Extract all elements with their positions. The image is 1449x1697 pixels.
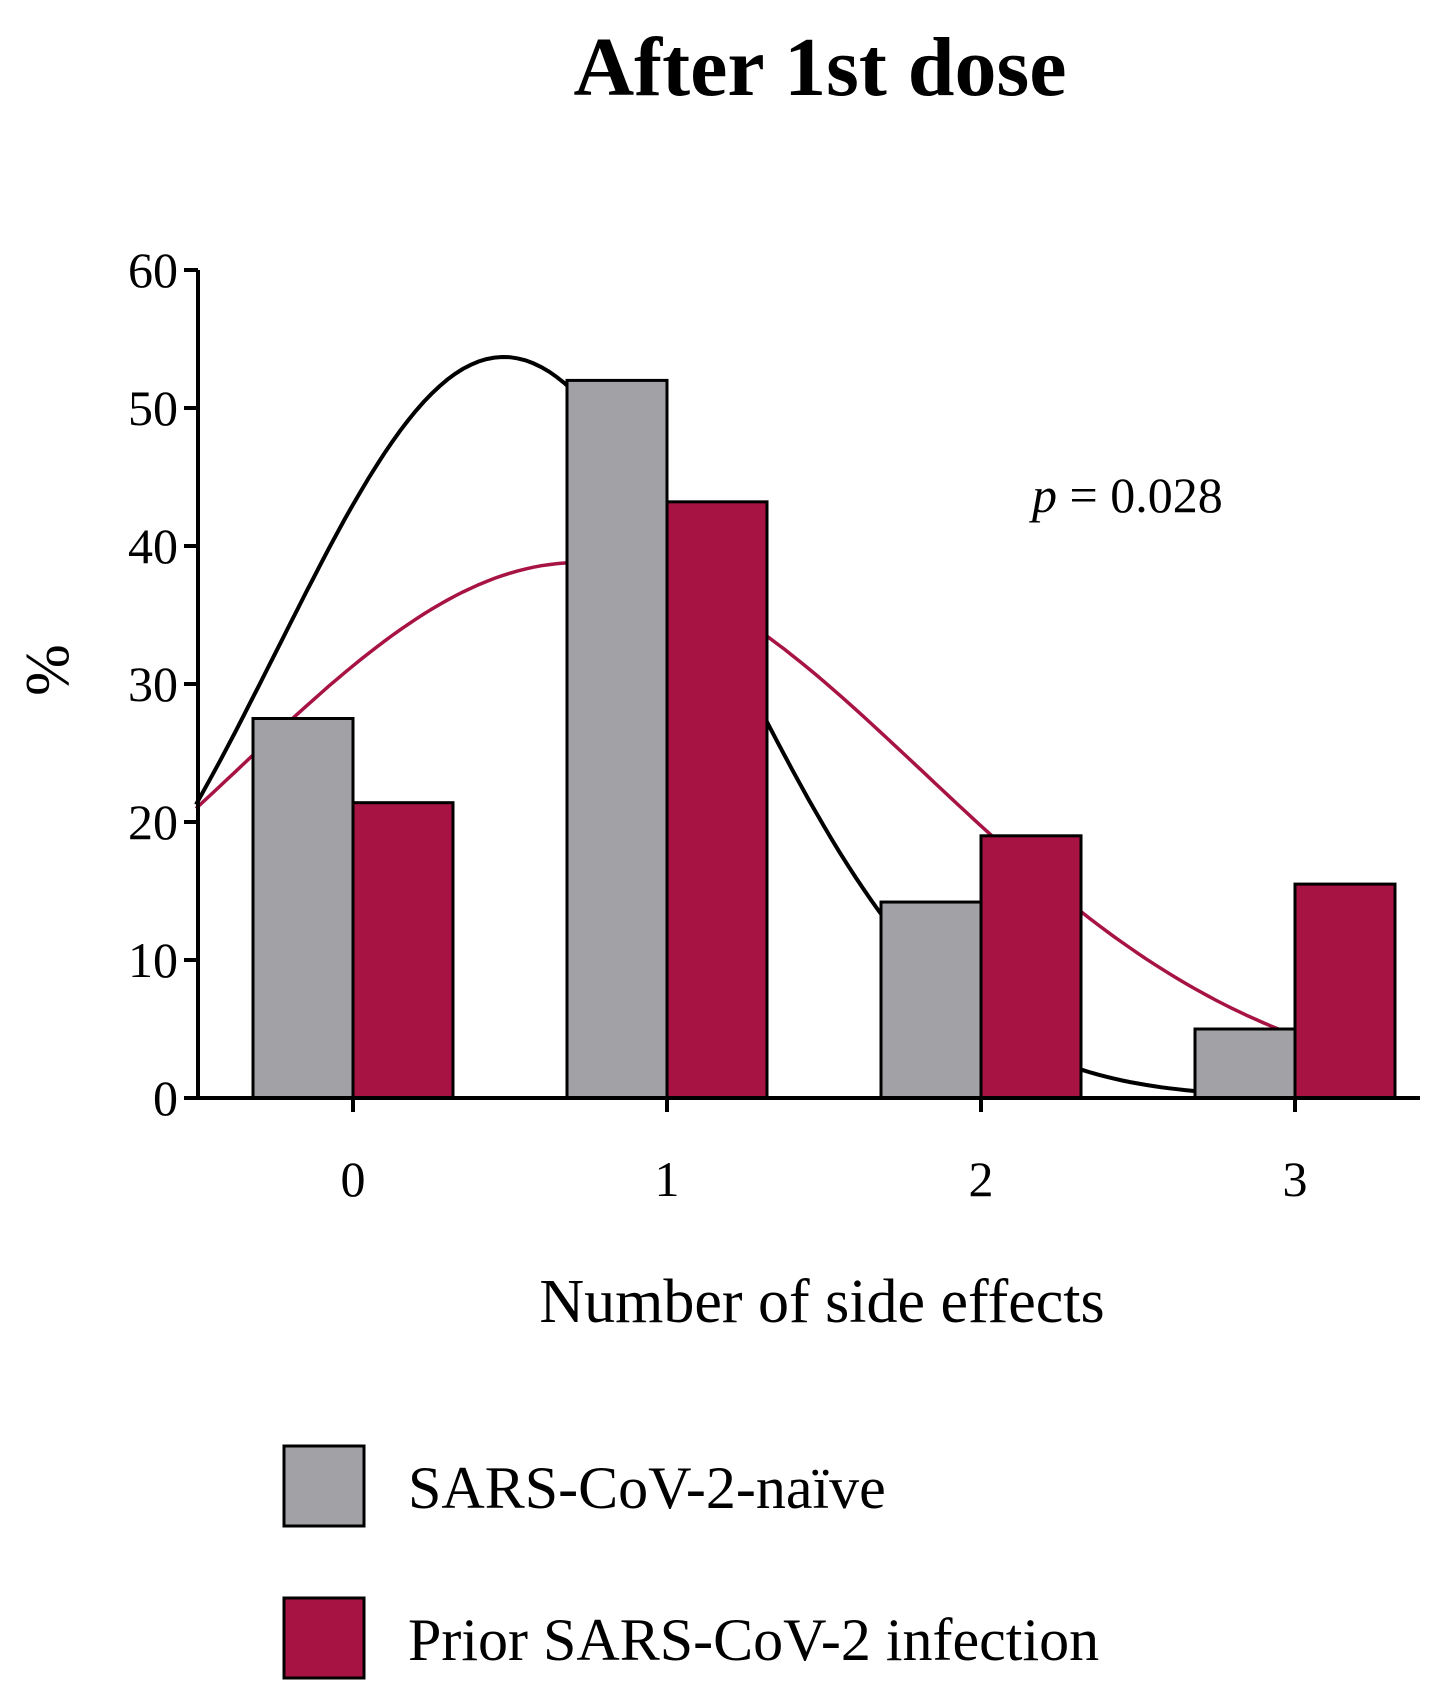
- legend-label-naive: SARS-CoV-2-naïve: [408, 1455, 886, 1521]
- p-value-annotation: p = 0.028: [1029, 467, 1223, 523]
- y-tick-label: 20: [128, 794, 178, 850]
- y-ticks: 0 10 20 30 40 50 60: [128, 242, 198, 1126]
- y-axis-label: %: [14, 644, 82, 696]
- bars: [251, 378, 1397, 1100]
- legend-item-prior-infection: Prior SARS-CoV-2 infection: [282, 1596, 1099, 1680]
- bar-prior-infection-2: [979, 834, 1083, 1100]
- legend-label-prior-infection: Prior SARS-CoV-2 infection: [408, 1607, 1099, 1673]
- y-tick-label: 60: [128, 242, 178, 298]
- legend-swatch-naive: [282, 1444, 366, 1528]
- x-tick-label: 3: [1283, 1151, 1308, 1207]
- p-value-symbol: p: [1029, 467, 1057, 523]
- x-tick-label: 0: [341, 1151, 366, 1207]
- bar-prior-infection-3: [1293, 882, 1397, 1100]
- bar-naive-1: [565, 378, 669, 1100]
- x-tick-label: 2: [969, 1151, 994, 1207]
- chart-title: After 1st dose: [573, 21, 1066, 114]
- p-value-text: = 0.028: [1057, 467, 1223, 523]
- bar-naive-2: [879, 900, 983, 1100]
- legend-swatch-prior-infection: [282, 1596, 366, 1680]
- bar-naive-0: [251, 717, 355, 1100]
- x-tick-label: 1: [655, 1151, 680, 1207]
- bar-naive-3: [1193, 1027, 1297, 1100]
- x-axis-label: Number of side effects: [539, 1268, 1104, 1336]
- y-tick-label: 40: [128, 518, 178, 574]
- y-tick-label: 10: [128, 932, 178, 988]
- y-tick-label: 50: [128, 380, 178, 436]
- x-ticks: 0 1 2 3: [341, 1098, 1308, 1207]
- legend: SARS-CoV-2-naïve Prior SARS-CoV-2 infect…: [282, 1444, 1099, 1680]
- y-tick-label: 0: [153, 1070, 178, 1126]
- bar-prior-infection-1: [665, 500, 769, 1100]
- legend-item-naive: SARS-CoV-2-naïve: [282, 1444, 886, 1528]
- y-tick-label: 30: [128, 656, 178, 712]
- bar-prior-infection-0: [351, 801, 455, 1100]
